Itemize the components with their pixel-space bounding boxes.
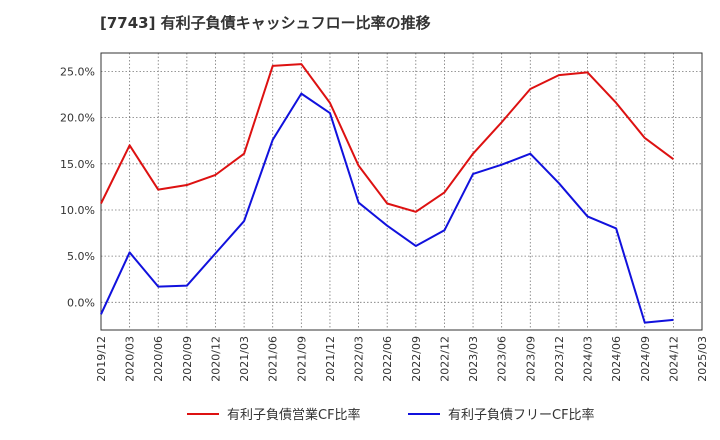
x-tick-label: 2021/09 (295, 336, 308, 382)
x-tick-label: 2021/06 (267, 336, 280, 382)
plot-area (101, 53, 702, 330)
x-tick-label: 2024/03 (582, 336, 595, 382)
x-tick-label: 2021/03 (238, 336, 251, 382)
x-tick-label: 2024/12 (667, 336, 680, 382)
x-tick-label: 2024/06 (610, 336, 623, 382)
y-tick-label: 20.0% (60, 112, 95, 125)
x-tick-label: 2021/12 (324, 336, 337, 382)
plot-frame (100, 52, 703, 331)
x-tick-label: 2020/03 (124, 336, 137, 382)
y-tick-label: 5.0% (67, 250, 95, 263)
series-line-1 (100, 63, 674, 213)
x-tick-label: 2022/12 (438, 336, 451, 382)
x-tick-label: 2022/09 (410, 336, 423, 382)
y-tick-label: 0.0% (67, 296, 95, 309)
x-tick-label: 2023/06 (496, 336, 509, 382)
x-tick-label: 2019/12 (95, 336, 108, 382)
legend-label-1: 有利子負債営業CF比率 (227, 407, 361, 423)
y-tick-label: 25.0% (60, 65, 95, 78)
x-tick-label: 2020/12 (209, 336, 222, 382)
y-tick-label: 15.0% (60, 158, 95, 171)
series-line-2 (100, 92, 674, 324)
x-tick-label: 2022/03 (353, 336, 366, 382)
x-tick-label: 2020/06 (152, 336, 165, 382)
x-tick-label: 2025/03 (696, 336, 709, 382)
x-tick-label: 2023/12 (553, 336, 566, 382)
x-tick-label: 2023/03 (467, 336, 480, 382)
x-tick-label: 2024/09 (639, 336, 652, 382)
x-tick-label: 2023/09 (524, 336, 537, 382)
y-tick-label: 10.0% (60, 204, 95, 217)
x-tick-label: 2022/06 (381, 336, 394, 382)
legend-label-2: 有利子負債フリーCF比率 (448, 407, 595, 423)
chart-title: [7743] 有利子負債キャッシュフロー比率の推移 (100, 14, 431, 32)
x-tick-label: 2020/09 (181, 336, 194, 382)
